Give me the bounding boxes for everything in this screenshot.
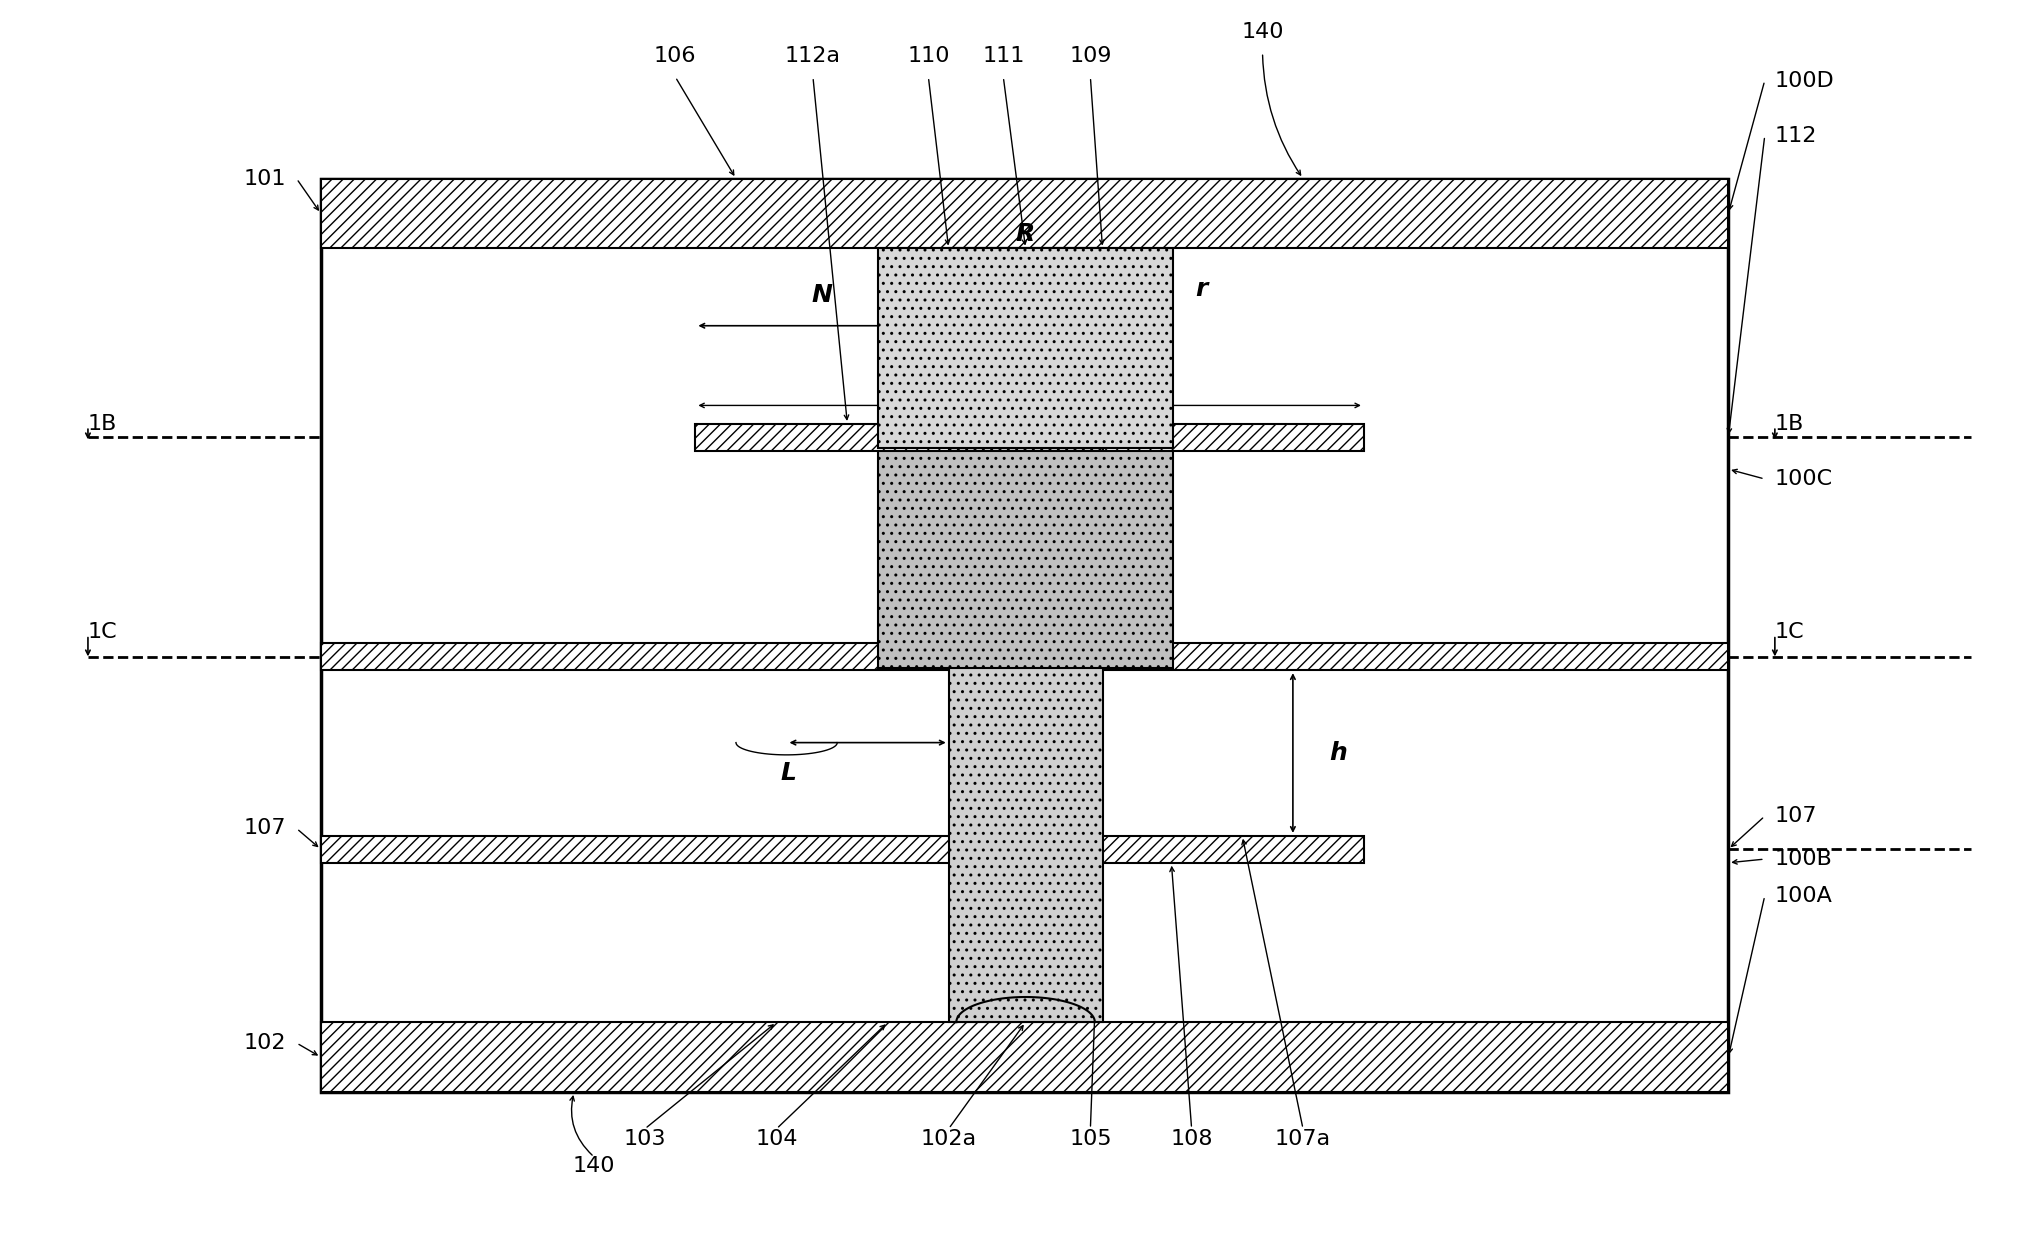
Text: 1B: 1B [88, 414, 118, 434]
Bar [320, 179, 1729, 248]
Text: R: R [1015, 222, 1036, 246]
Text: R: R [1015, 963, 1036, 987]
Text: 107: 107 [1774, 806, 1817, 826]
Text: 108: 108 [1170, 1128, 1213, 1148]
Bar [948, 248, 1103, 1022]
Text: 1C: 1C [1774, 622, 1805, 642]
Text: 102: 102 [245, 1033, 285, 1053]
Text: 140: 140 [573, 1156, 616, 1176]
Text: 100C: 100C [1774, 469, 1833, 489]
Text: 100D: 100D [1774, 71, 1835, 91]
Text: 104: 104 [754, 1128, 797, 1148]
Text: h: h [1329, 742, 1348, 765]
Bar [877, 451, 1172, 668]
Bar [320, 836, 1364, 863]
Bar [320, 1022, 1729, 1092]
Text: 100A: 100A [1774, 885, 1833, 906]
Text: 1C: 1C [88, 622, 118, 642]
Text: r: r [1195, 277, 1207, 301]
Text: 105: 105 [1068, 1128, 1111, 1148]
Text: 107a: 107a [1274, 1128, 1331, 1148]
Text: 101: 101 [245, 169, 285, 188]
Text: 100B: 100B [1774, 849, 1833, 869]
Text: L: L [781, 761, 797, 785]
Text: 1B: 1B [1774, 414, 1805, 434]
Text: 102a: 102a [920, 1128, 977, 1148]
Text: 112: 112 [1774, 125, 1817, 145]
Text: 111: 111 [983, 46, 1024, 66]
Bar [695, 424, 1364, 451]
Bar [320, 644, 1729, 671]
Text: 110: 110 [907, 46, 950, 66]
Text: 140: 140 [1242, 21, 1285, 42]
Text: 107: 107 [245, 818, 285, 838]
Bar [320, 179, 1729, 1092]
Text: 112a: 112a [785, 46, 840, 66]
Text: 109: 109 [1068, 46, 1111, 66]
Text: 103: 103 [624, 1128, 667, 1148]
Text: 106: 106 [655, 46, 697, 66]
Text: N: N [812, 283, 832, 308]
Bar [877, 248, 1172, 449]
